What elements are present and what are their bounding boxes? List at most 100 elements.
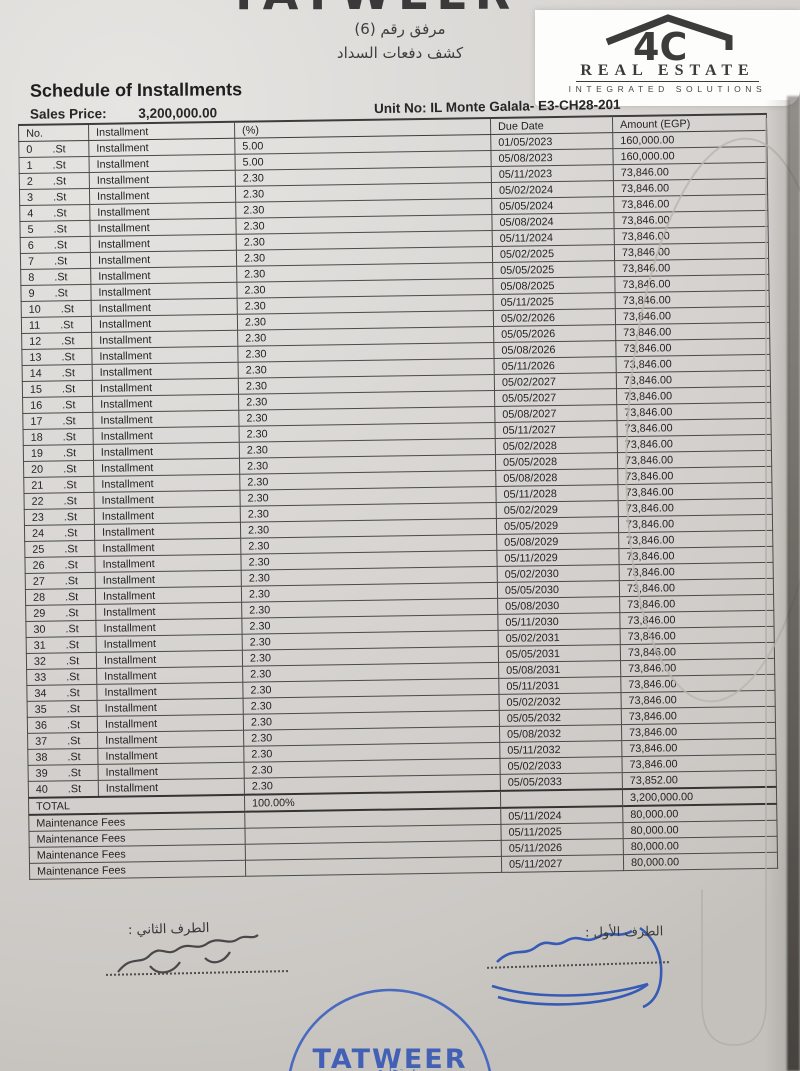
attachment-number-line: مرفق رقم (6) bbox=[354, 20, 446, 38]
row-ordinal-suffix: .St bbox=[52, 158, 66, 171]
row-number-cell: 19 .St bbox=[23, 444, 94, 462]
row-number: 10 bbox=[28, 303, 41, 316]
row-ordinal-suffix: .St bbox=[66, 702, 80, 715]
row-number-cell: 24 .St bbox=[24, 524, 95, 542]
sales-price-label: Sales Price: bbox=[29, 106, 107, 122]
second-party-signature bbox=[117, 934, 259, 974]
page-title: Schedule of Installments bbox=[29, 79, 243, 101]
row-due-date: 05/08/2024 bbox=[491, 212, 615, 231]
row-due-date: 05/05/2027 bbox=[494, 388, 617, 407]
row-number: 25 bbox=[32, 543, 45, 556]
row-number: 35 bbox=[34, 703, 47, 716]
row-number-cell: 40 .St bbox=[28, 780, 99, 798]
first-party-label: الطرف الأول : bbox=[584, 924, 664, 941]
row-number: 13 bbox=[29, 351, 42, 364]
row-due-date: 05/11/2031 bbox=[498, 676, 622, 695]
row-number: 16 bbox=[30, 399, 43, 412]
row-due-date: 05/08/2028 bbox=[495, 468, 618, 487]
row-due-date: 05/05/2031 bbox=[498, 644, 621, 663]
row-number-cell: 10 .St bbox=[21, 300, 92, 318]
row-number: 37 bbox=[35, 735, 48, 748]
row-due-date: 05/08/2023 bbox=[490, 148, 614, 167]
row-number: 1 bbox=[26, 159, 33, 172]
row-ordinal-suffix: .St bbox=[63, 494, 77, 507]
row-due-date: 05/08/2031 bbox=[498, 660, 621, 679]
top-clipped-logo-text: TATWEER bbox=[228, 0, 528, 14]
second-party-label: الطرف الثاني : bbox=[127, 920, 210, 939]
row-ordinal-suffix: .St bbox=[61, 334, 75, 347]
second-party-signature-line bbox=[105, 970, 289, 976]
row-due-date: 05/11/2030 bbox=[497, 612, 621, 631]
row-ordinal-suffix: .St bbox=[54, 286, 68, 299]
row-ordinal-suffix: .St bbox=[65, 622, 79, 635]
row-number-cell: 15 .St bbox=[22, 380, 93, 398]
row-due-date: 05/05/2030 bbox=[497, 580, 620, 599]
row-number-cell: 36 .St bbox=[27, 716, 98, 734]
row-ordinal-suffix: .St bbox=[54, 270, 68, 283]
row-due-date: 05/11/2024 bbox=[492, 228, 615, 247]
row-number-cell: 29 .St bbox=[25, 604, 96, 622]
row-ordinal-suffix: .St bbox=[67, 750, 81, 763]
first-party-signature-line bbox=[487, 961, 669, 969]
row-number-cell: 9 .St bbox=[20, 284, 92, 302]
row-ordinal-suffix: .St bbox=[52, 142, 66, 155]
row-number-cell: 26 .St bbox=[24, 556, 96, 574]
row-number: 3 bbox=[27, 191, 34, 204]
company-stamp: سجل تجارى رقم ٧٣٧٠٤ TATWEER bbox=[288, 988, 492, 1071]
row-number: 8 bbox=[28, 271, 35, 284]
row-due-date: 05/02/2027 bbox=[494, 372, 617, 391]
row-number: 22 bbox=[31, 495, 44, 508]
row-ordinal-suffix: .St bbox=[66, 718, 81, 731]
row-ordinal-suffix: .St bbox=[64, 558, 78, 571]
row-ordinal-suffix: .St bbox=[53, 238, 68, 251]
photo-dark-edge bbox=[787, 96, 800, 1071]
row-number-cell: 17 .St bbox=[22, 412, 94, 430]
row-number: 28 bbox=[32, 591, 46, 604]
row-ordinal-suffix: .St bbox=[67, 734, 81, 747]
row-number-cell: 32 .St bbox=[26, 652, 97, 670]
row-number: 12 bbox=[29, 335, 42, 348]
row-due-date: 05/08/2027 bbox=[494, 404, 617, 423]
row-due-date: 05/05/2024 bbox=[491, 196, 614, 215]
row-number-cell: 22 .St bbox=[23, 492, 95, 510]
row-ordinal-suffix: .St bbox=[65, 638, 80, 651]
row-ordinal-suffix: .St bbox=[53, 222, 67, 235]
row-due-date: 05/11/2025 bbox=[493, 292, 616, 311]
installments-tbody: 0 .St Installment 5.00 01/05/2023 160,000.00 1… bbox=[18, 130, 778, 880]
row-number-cell: 30 .St bbox=[25, 620, 97, 638]
row-due-date: 05/08/2030 bbox=[497, 596, 620, 615]
row-due-date: 05/05/2032 bbox=[499, 708, 622, 727]
row-ordinal-suffix: .St bbox=[64, 590, 79, 603]
row-number-cell: 34 .St bbox=[26, 684, 98, 702]
maintenance-due-date: 05/11/2027 bbox=[501, 854, 624, 873]
row-due-date: 05/11/2028 bbox=[495, 484, 619, 503]
row-number: 4 bbox=[27, 207, 34, 220]
row-ordinal-suffix: .St bbox=[66, 686, 80, 699]
unit-number-line: Unit No: IL Monte Galala- E3-CH28-201 bbox=[374, 97, 621, 116]
sales-price-value: 3,200,000.00 bbox=[138, 105, 218, 121]
row-ordinal-suffix: .St bbox=[60, 302, 75, 315]
row-number-cell: 25 .St bbox=[24, 540, 95, 558]
row-number: 14 bbox=[29, 367, 42, 380]
row-number-cell: 6 .St bbox=[20, 236, 91, 254]
row-due-date: 05/05/2026 bbox=[493, 324, 616, 343]
maintenance-amount: 80,000.00 bbox=[623, 852, 778, 871]
row-ordinal-suffix: .St bbox=[61, 350, 75, 363]
row-number: 31 bbox=[33, 639, 46, 652]
row-ordinal-suffix: .St bbox=[52, 174, 67, 187]
row-due-date: 05/11/2023 bbox=[491, 164, 614, 183]
row-ordinal-suffix: .St bbox=[63, 526, 78, 539]
row-number-cell: 28 .St bbox=[25, 588, 96, 606]
row-number-cell: 3 .St bbox=[19, 188, 90, 206]
maintenance-due-date: 05/11/2024 bbox=[500, 806, 623, 825]
row-number: 18 bbox=[30, 431, 43, 444]
payment-statement-line: كشف دفعات السداد bbox=[336, 44, 464, 62]
row-number: 34 bbox=[34, 687, 47, 700]
row-number: 39 bbox=[35, 767, 48, 780]
row-number-cell: 11 .St bbox=[21, 316, 92, 334]
row-number: 5 bbox=[27, 223, 34, 236]
row-ordinal-suffix: .St bbox=[61, 382, 76, 395]
row-ordinal-suffix: .St bbox=[62, 414, 76, 427]
row-number-cell: 2 .St bbox=[19, 172, 90, 190]
maintenance-due-date: 05/11/2025 bbox=[500, 822, 624, 841]
